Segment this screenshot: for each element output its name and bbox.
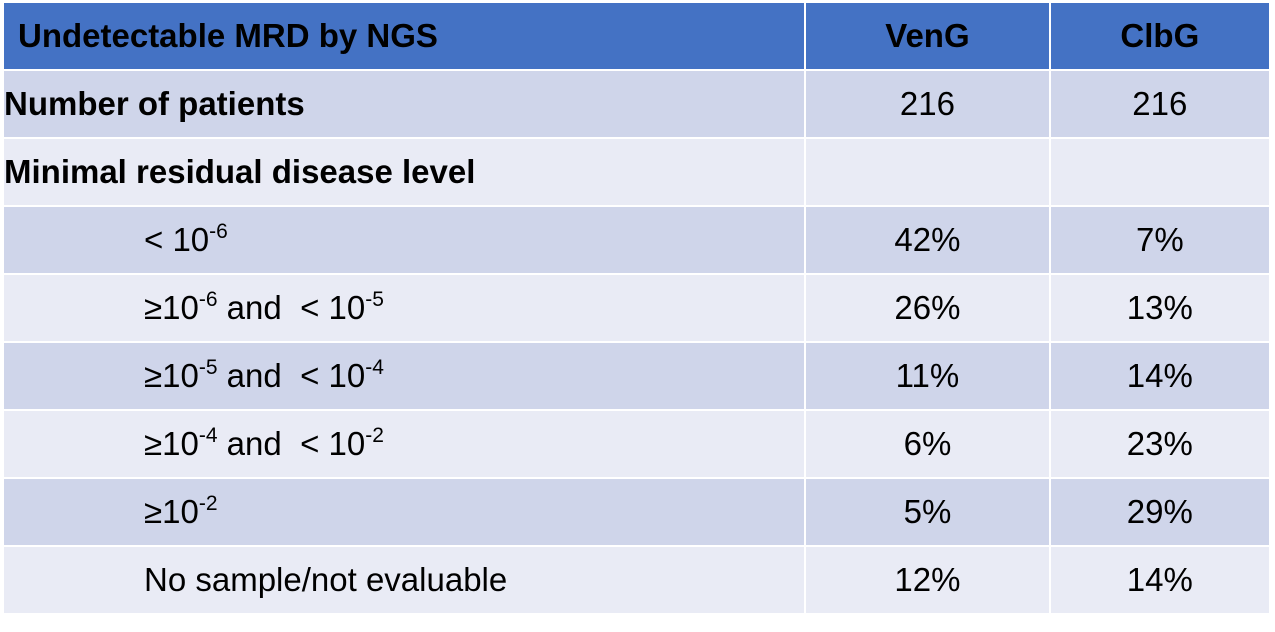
label-exponent: -6 <box>198 288 218 311</box>
veng-value: 26% <box>804 273 1051 343</box>
table-row: Number of patients 216 216 <box>1 69 1272 139</box>
row-label: Minimal residual disease level <box>1 137 807 207</box>
header-label: Undetectable MRD by NGS <box>1 1 807 71</box>
table-row: No sample/not evaluable 12% 14% <box>1 545 1272 615</box>
label-text: ≥10 <box>144 289 199 326</box>
veng-value: 11% <box>804 341 1051 411</box>
label-text: ≥10 <box>144 425 199 462</box>
row-label: ≥10-5 and < 10-4 <box>1 341 807 411</box>
table-row: < 10-6 42% 7% <box>1 205 1272 275</box>
table-row: ≥10-5 and < 10-4 11% 14% <box>1 341 1272 411</box>
label-text: ≥10 <box>144 493 199 530</box>
row-label: < 10-6 <box>1 205 807 275</box>
label-text: and < 10 <box>217 357 366 394</box>
clbg-value: 29% <box>1048 477 1272 547</box>
table-row: Minimal residual disease level <box>1 137 1272 207</box>
clbg-value: 13% <box>1048 273 1272 343</box>
header-clbg: ClbG <box>1048 1 1272 71</box>
label-exponent: -2 <box>198 492 218 515</box>
clbg-value: 7% <box>1048 205 1272 275</box>
veng-value: 216 <box>804 69 1051 139</box>
label-exponent: -6 <box>209 220 228 243</box>
row-label: ≥10-2 <box>1 477 807 547</box>
veng-value: 6% <box>804 409 1051 479</box>
veng-value: 12% <box>804 545 1051 615</box>
label-exponent: -2 <box>365 424 384 447</box>
label-text: and < 10 <box>217 425 366 462</box>
clbg-value: 23% <box>1048 409 1272 479</box>
mrd-table: Undetectable MRD by NGS VenG ClbG Number… <box>1 1 1272 615</box>
label-text: and < 10 <box>217 289 366 326</box>
table-row: ≥10-6 and < 10-5 26% 13% <box>1 273 1272 343</box>
veng-value: 42% <box>804 205 1051 275</box>
row-label: Number of patients <box>1 69 807 139</box>
row-label: ≥10-4 and < 10-2 <box>1 409 807 479</box>
clbg-value <box>1048 137 1272 207</box>
clbg-value: 14% <box>1048 341 1272 411</box>
table-row: ≥10-2 5% 29% <box>1 477 1272 547</box>
label-exponent: -5 <box>198 356 218 379</box>
clbg-value: 216 <box>1048 69 1272 139</box>
header-veng: VenG <box>804 1 1051 71</box>
clbg-value: 14% <box>1048 545 1272 615</box>
label-exponent: -5 <box>365 288 384 311</box>
veng-value <box>804 137 1051 207</box>
table-row: ≥10-4 and < 10-2 6% 23% <box>1 409 1272 479</box>
label-text: ≥10 <box>144 357 199 394</box>
label-exponent: -4 <box>198 424 218 447</box>
table-header-row: Undetectable MRD by NGS VenG ClbG <box>1 1 1272 71</box>
row-label: ≥10-6 and < 10-5 <box>1 273 807 343</box>
label-exponent: -4 <box>365 356 384 379</box>
label-text: < 10 <box>144 221 210 258</box>
veng-value: 5% <box>804 477 1051 547</box>
row-label: No sample/not evaluable <box>1 545 807 615</box>
